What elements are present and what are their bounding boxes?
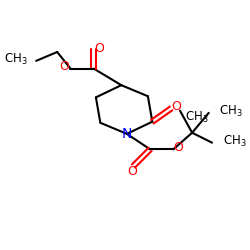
Text: O: O — [171, 100, 181, 113]
Text: O: O — [59, 60, 69, 73]
Text: CH$_3$: CH$_3$ — [219, 104, 243, 119]
Text: CH$_3$: CH$_3$ — [223, 134, 246, 149]
Text: CH$_3$: CH$_3$ — [4, 52, 28, 67]
Text: O: O — [173, 140, 183, 153]
Text: CH$_3$: CH$_3$ — [186, 110, 209, 125]
Text: N: N — [122, 127, 132, 141]
Text: O: O — [128, 165, 137, 178]
Text: O: O — [94, 42, 104, 55]
